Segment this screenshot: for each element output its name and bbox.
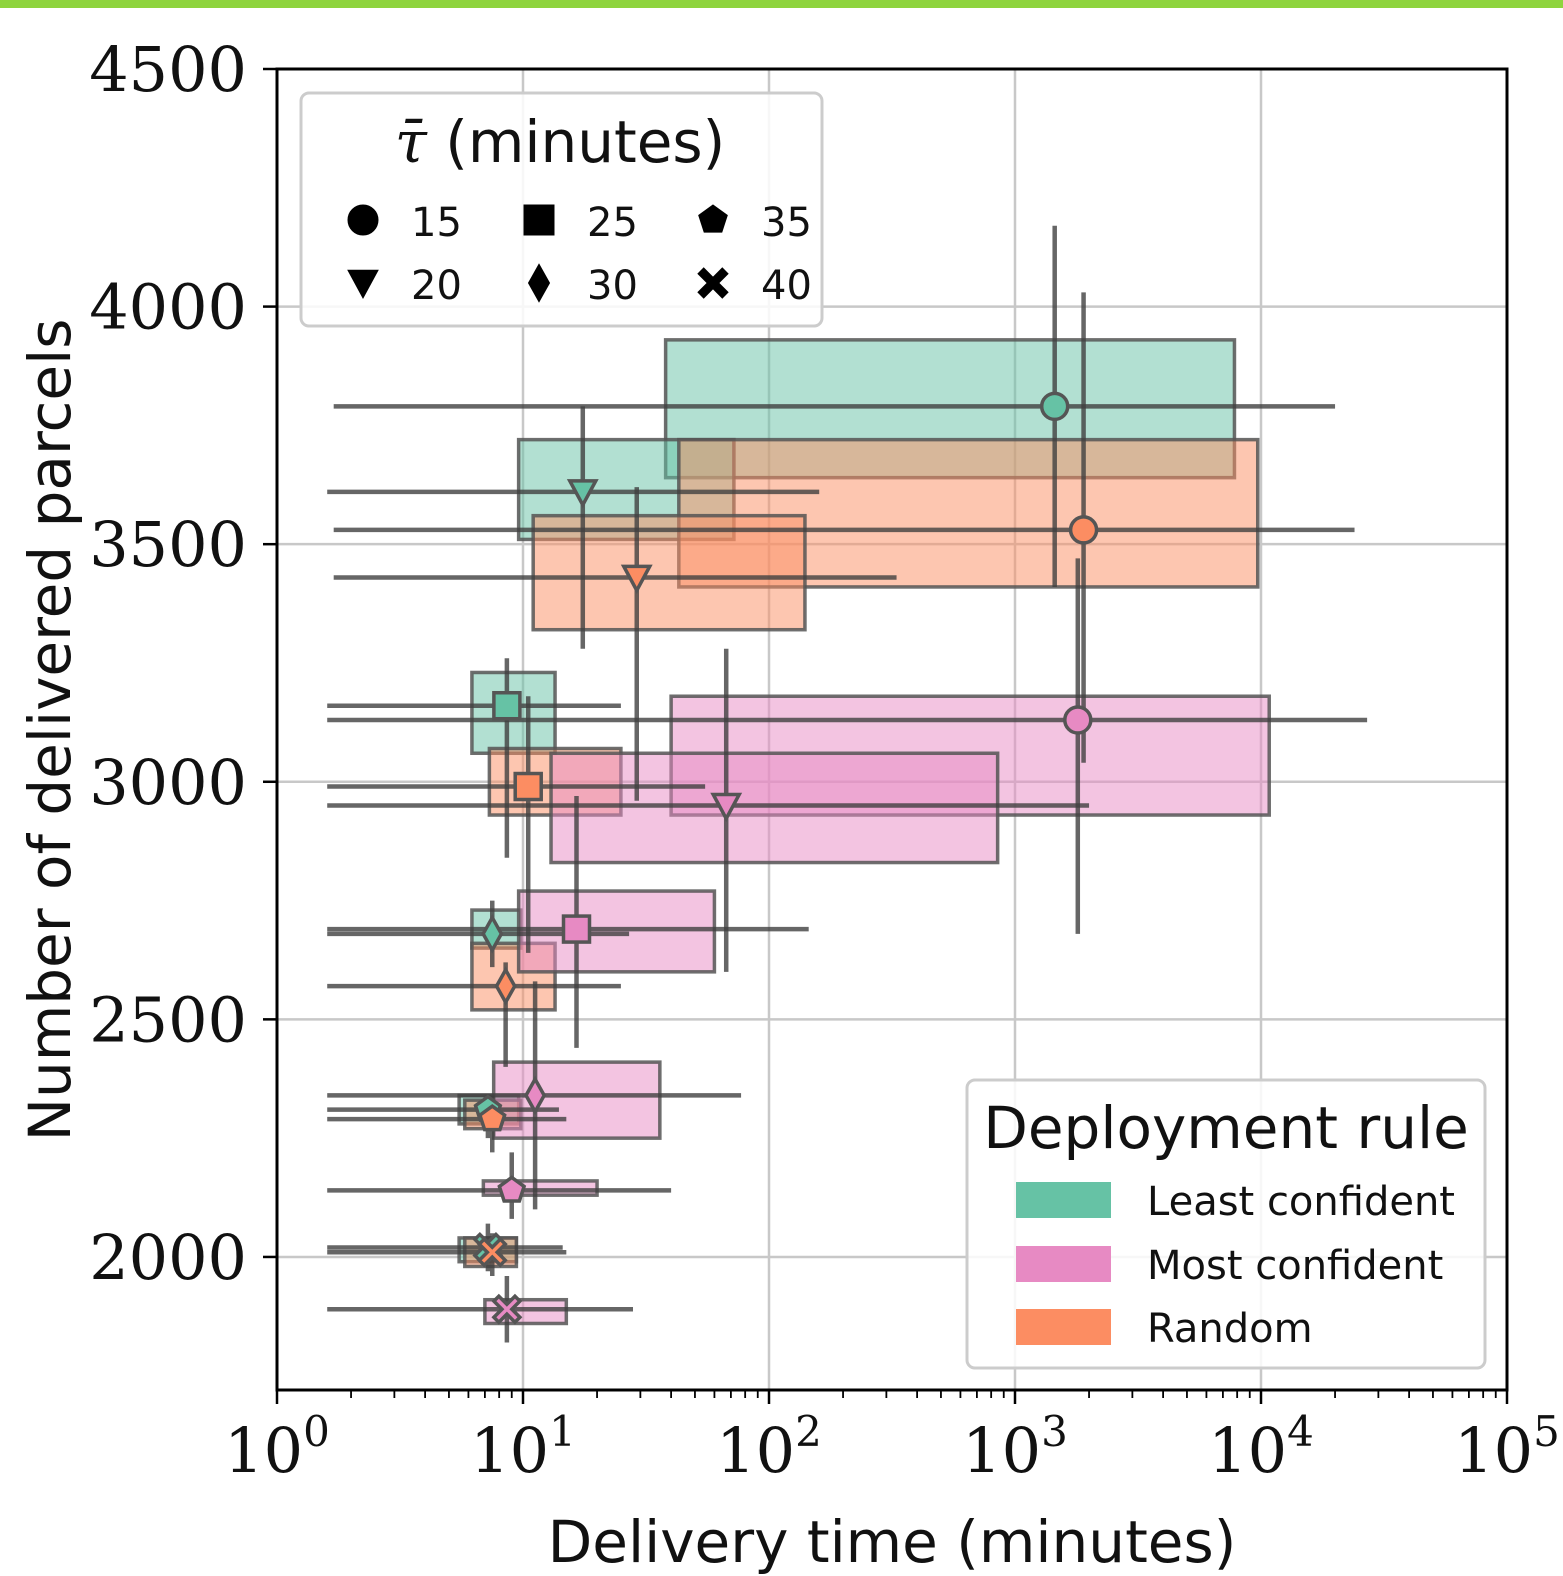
color-legend-entries: Least confident Most confident Random — [1016, 1179, 1455, 1352]
most-confident-swatch — [1016, 1246, 1111, 1282]
color-legend: Deployment rule Least confident Most conf… — [965, 1078, 1487, 1370]
shape-legend: τ̄ (minutes) 15 25 35 20 30 40 — [299, 91, 824, 328]
x-tick-label: 102 — [716, 1407, 822, 1487]
most-confident-marker-tau-40 — [491, 1293, 523, 1325]
y-axis-label: Number of delivered parcels — [16, 319, 84, 1142]
legend-tau-label: 25 — [587, 200, 638, 246]
legend-circle-icon — [347, 204, 379, 236]
y-tick-label: 4000 — [89, 271, 247, 344]
x-axis-label: Delivery time (minutes) — [548, 1508, 1237, 1576]
legend-diamond-icon — [527, 263, 551, 303]
most-confident-box-tau-20 — [549, 751, 1000, 865]
x-tick-label: 105 — [1454, 1407, 1560, 1487]
y-tick-label: 2500 — [89, 983, 247, 1056]
most-confident-legend-label: Most confident — [1147, 1243, 1443, 1289]
random-swatch — [1016, 1309, 1111, 1345]
most-confident-marker-tau-25 — [561, 914, 592, 944]
least-confident-marker-tau-30 — [481, 913, 504, 954]
least-confident-legend-label: Least confident — [1147, 1179, 1455, 1225]
x-tick-label: 104 — [1208, 1407, 1314, 1487]
color-legend-frame — [965, 1078, 1487, 1370]
legend-tau-label: 40 — [761, 263, 812, 309]
x-axis-ticks: 100 101 102 103 104 105 — [224, 1390, 1560, 1487]
shape-legend-title: τ̄ (minutes) — [395, 108, 726, 176]
x-tick-label: 103 — [962, 1407, 1068, 1487]
legend-tau-label: 30 — [587, 263, 638, 309]
legend-x-icon — [697, 267, 729, 299]
least-confident-marker-tau-15 — [1039, 391, 1070, 422]
legend-square-icon — [523, 204, 555, 236]
legend-tau-label: 15 — [411, 200, 462, 246]
y-tick-label: 3000 — [89, 746, 247, 819]
y-tick-label: 4500 — [89, 33, 247, 106]
shape-legend-entries: 15 25 35 20 30 40 — [347, 200, 812, 309]
most-confident-box-tau-30 — [491, 1060, 662, 1140]
random-marker-tau-40 — [476, 1236, 508, 1268]
random-marker-tau-35 — [477, 1103, 507, 1132]
random-marker-tau-30 — [494, 966, 517, 1006]
least-confident-swatch — [1016, 1182, 1111, 1218]
shape-legend-frame — [299, 91, 824, 328]
most-confident-marker-tau-35 — [497, 1175, 527, 1203]
random-marker-tau-15 — [1068, 515, 1099, 545]
legend-tau-label: 35 — [761, 200, 812, 246]
most-confident-marker-tau-20 — [710, 792, 743, 823]
plot-area — [327, 225, 1368, 1343]
legend-pentagon-icon — [698, 204, 728, 233]
color-legend-title: Deployment rule — [983, 1094, 1469, 1162]
y-tick-label: 2000 — [89, 1221, 247, 1294]
least-confident-marker-tau-20 — [566, 479, 599, 509]
legend-triangle-down-icon — [347, 269, 379, 300]
least-confident-marker-tau-25 — [492, 690, 522, 721]
x-tick-label: 100 — [224, 1407, 330, 1487]
y-axis-ticks: 2000 2500 3000 3500 4000 4500 — [89, 33, 277, 1294]
random-box-tau-20 — [531, 513, 807, 632]
most-confident-box-tau-25 — [516, 889, 717, 974]
iqr-boxes — [457, 338, 1271, 1326]
x-tick-label: 101 — [470, 1407, 576, 1487]
random-marker-tau-20 — [620, 564, 653, 595]
most-confident-marker-tau-30 — [524, 1075, 547, 1116]
most-confident-marker-tau-15 — [1063, 705, 1093, 735]
top-accent-bar — [0, 0, 1563, 8]
random-marker-tau-25 — [513, 771, 543, 802]
plot-frame — [275, 67, 1509, 1392]
data-markers — [472, 391, 1099, 1325]
legend-tau-label: 20 — [411, 263, 462, 309]
y-tick-label: 3500 — [89, 508, 247, 581]
error-bars — [327, 225, 1368, 1343]
least-confident-box-tau-25 — [470, 670, 557, 756]
random-legend-label: Random — [1147, 1306, 1313, 1352]
